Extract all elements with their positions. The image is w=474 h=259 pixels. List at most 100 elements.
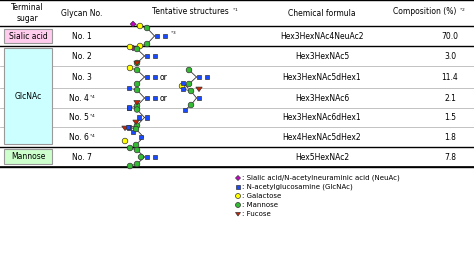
Bar: [145, 155, 149, 159]
Bar: [139, 135, 143, 139]
Text: No. 3: No. 3: [72, 73, 92, 82]
Circle shape: [144, 25, 150, 31]
Text: Hex3HexNAc5dHex1: Hex3HexNAc5dHex1: [283, 73, 361, 82]
Text: 3.0: 3.0: [444, 52, 456, 61]
Text: Composition (%): Composition (%): [393, 6, 456, 16]
Text: No. 2: No. 2: [72, 52, 92, 61]
Circle shape: [134, 107, 140, 112]
Circle shape: [134, 46, 140, 52]
Text: : Galactose: : Galactose: [242, 193, 281, 199]
Polygon shape: [134, 61, 140, 66]
Bar: [153, 75, 157, 79]
Bar: [197, 96, 201, 100]
Circle shape: [122, 138, 128, 144]
Text: 1.8: 1.8: [444, 133, 456, 141]
Text: 2.1: 2.1: [444, 93, 456, 103]
Text: : Mannose: : Mannose: [242, 202, 278, 208]
FancyBboxPatch shape: [4, 29, 52, 43]
Circle shape: [179, 83, 185, 89]
Bar: [127, 106, 131, 110]
Circle shape: [134, 60, 140, 66]
Circle shape: [188, 88, 194, 94]
Text: Tentative structures: Tentative structures: [152, 6, 228, 16]
Bar: [137, 115, 141, 120]
Bar: [183, 108, 187, 112]
Circle shape: [236, 193, 240, 198]
Text: : Fucose: : Fucose: [242, 211, 271, 217]
FancyBboxPatch shape: [4, 48, 52, 144]
Bar: [236, 185, 240, 189]
Polygon shape: [196, 87, 202, 92]
Polygon shape: [122, 126, 128, 131]
Circle shape: [134, 67, 140, 73]
FancyBboxPatch shape: [4, 149, 52, 164]
Text: Hex3HexNAc6dHex1: Hex3HexNAc6dHex1: [283, 113, 361, 122]
Polygon shape: [236, 212, 240, 216]
Circle shape: [127, 44, 133, 50]
Bar: [145, 96, 149, 100]
Text: Hex3HexNAc5: Hex3HexNAc5: [295, 52, 349, 61]
Bar: [127, 105, 131, 110]
Text: Terminal
sugar: Terminal sugar: [11, 3, 43, 23]
Text: : N-acetylglucosamine (GlcNAc): : N-acetylglucosamine (GlcNAc): [242, 184, 353, 190]
Bar: [153, 155, 157, 159]
Text: Hex4HexNAc5dHex2: Hex4HexNAc5dHex2: [283, 133, 361, 141]
Text: Glycan No.: Glycan No.: [61, 9, 103, 18]
Text: $^{*4}$: $^{*4}$: [89, 133, 96, 139]
Bar: [153, 54, 157, 58]
Text: 1.5: 1.5: [444, 113, 456, 122]
Circle shape: [137, 43, 143, 49]
Circle shape: [188, 102, 194, 108]
Text: 7.8: 7.8: [444, 153, 456, 162]
Polygon shape: [130, 45, 136, 51]
Bar: [181, 81, 185, 85]
Polygon shape: [130, 21, 136, 27]
Text: $^{*2}$: $^{*2}$: [459, 8, 465, 12]
Circle shape: [127, 65, 133, 71]
Circle shape: [236, 203, 240, 207]
Circle shape: [138, 154, 144, 160]
Circle shape: [137, 23, 143, 29]
Bar: [163, 34, 167, 38]
Bar: [145, 54, 149, 58]
Circle shape: [127, 145, 133, 151]
Bar: [131, 130, 135, 134]
Circle shape: [186, 67, 192, 73]
Text: Sialic acid: Sialic acid: [9, 32, 47, 40]
Circle shape: [134, 147, 140, 153]
Circle shape: [134, 103, 140, 109]
Bar: [153, 96, 157, 100]
Bar: [145, 115, 149, 120]
Polygon shape: [236, 176, 240, 181]
Bar: [127, 125, 131, 130]
Bar: [126, 125, 130, 129]
Bar: [205, 75, 209, 79]
Text: $^{*4}$: $^{*4}$: [89, 114, 96, 119]
Text: Chemical formula: Chemical formula: [288, 9, 356, 18]
Text: GlcNAc: GlcNAc: [14, 91, 42, 100]
Text: No. 4: No. 4: [69, 93, 89, 103]
Text: 70.0: 70.0: [441, 32, 458, 40]
Text: No. 1: No. 1: [72, 32, 92, 40]
Text: $^{*4}$: $^{*4}$: [89, 95, 96, 99]
Circle shape: [127, 163, 133, 169]
Text: 11.4: 11.4: [442, 73, 458, 82]
Circle shape: [186, 81, 192, 87]
Text: or: or: [160, 73, 168, 82]
Text: $^{*3}$: $^{*3}$: [170, 31, 177, 35]
Bar: [127, 86, 131, 90]
Circle shape: [134, 161, 140, 167]
Text: $^{*1}$: $^{*1}$: [232, 8, 238, 12]
Circle shape: [133, 142, 139, 148]
Bar: [181, 87, 185, 91]
Circle shape: [144, 41, 150, 47]
Circle shape: [134, 123, 140, 128]
Text: Mannose: Mannose: [11, 152, 45, 161]
Text: No. 6: No. 6: [69, 133, 89, 141]
Polygon shape: [134, 100, 140, 105]
Circle shape: [134, 87, 140, 93]
Bar: [197, 75, 201, 79]
Bar: [155, 34, 159, 38]
Text: Hex3HexNAc4NeuAc2: Hex3HexNAc4NeuAc2: [280, 32, 364, 40]
Bar: [145, 75, 149, 79]
